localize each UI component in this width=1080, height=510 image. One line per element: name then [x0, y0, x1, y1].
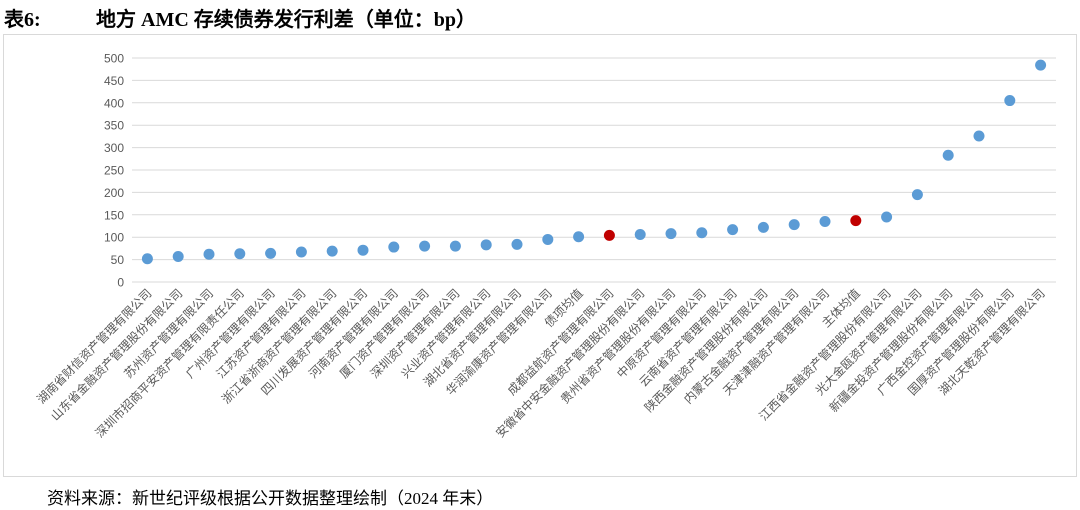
data-point	[819, 216, 831, 228]
y-tick-label: 50	[111, 253, 125, 267]
data-point	[172, 250, 184, 262]
data-point	[757, 221, 769, 233]
y-tick-label: 300	[104, 141, 124, 155]
data-point	[357, 244, 369, 256]
data-point	[419, 240, 431, 252]
data-point	[265, 247, 277, 259]
data-point	[573, 231, 585, 243]
data-point	[203, 248, 215, 260]
data-point	[881, 211, 893, 223]
data-point	[788, 219, 800, 231]
y-tick-label: 400	[104, 96, 124, 110]
chart-title: 地方 AMC 存续债券发行利差（单位：bp）	[96, 9, 477, 31]
data-point	[665, 228, 677, 240]
data-point	[634, 229, 646, 241]
data-point	[449, 240, 461, 252]
y-tick-label: 150	[104, 208, 124, 222]
data-point	[1004, 95, 1016, 107]
data-point	[388, 241, 400, 253]
data-point	[942, 149, 954, 161]
data-point	[511, 238, 523, 250]
y-tick-label: 250	[104, 164, 124, 178]
table-label: 表6:	[4, 9, 41, 31]
data-point	[696, 227, 708, 239]
y-tick-label: 200	[104, 186, 124, 200]
data-point	[973, 130, 985, 142]
data-point	[911, 189, 923, 201]
x-tick-label: 山东省金融资产管理股份有限公司	[47, 286, 185, 424]
data-point	[1035, 59, 1047, 71]
highlight-point	[850, 215, 862, 227]
data-point	[542, 233, 554, 245]
y-tick-label: 100	[104, 231, 124, 245]
title-row: 表6: 地方 AMC 存续债券发行利差（单位：bp）	[0, 0, 1080, 32]
y-tick-label: 450	[104, 74, 124, 88]
y-tick-label: 0	[117, 276, 124, 290]
source-note: 资料来源：新世纪评级根据公开数据整理绘制（2024 年末）	[47, 489, 494, 508]
data-point	[295, 246, 307, 258]
data-point	[141, 253, 153, 265]
data-point	[727, 224, 739, 236]
data-point	[234, 248, 246, 260]
highlight-point	[603, 229, 615, 241]
y-tick-label: 500	[104, 52, 124, 66]
chart-frame: 0 50 100 150 200 250 300 350 400 450 500 湖南省财信资产管理有…	[3, 34, 1077, 477]
data-point	[326, 245, 338, 257]
y-tick-label: 350	[104, 119, 124, 133]
scatter-chart: 050100150200250300350400450500湖南省财信资产管理有…	[34, 52, 1056, 440]
data-point	[480, 239, 492, 251]
